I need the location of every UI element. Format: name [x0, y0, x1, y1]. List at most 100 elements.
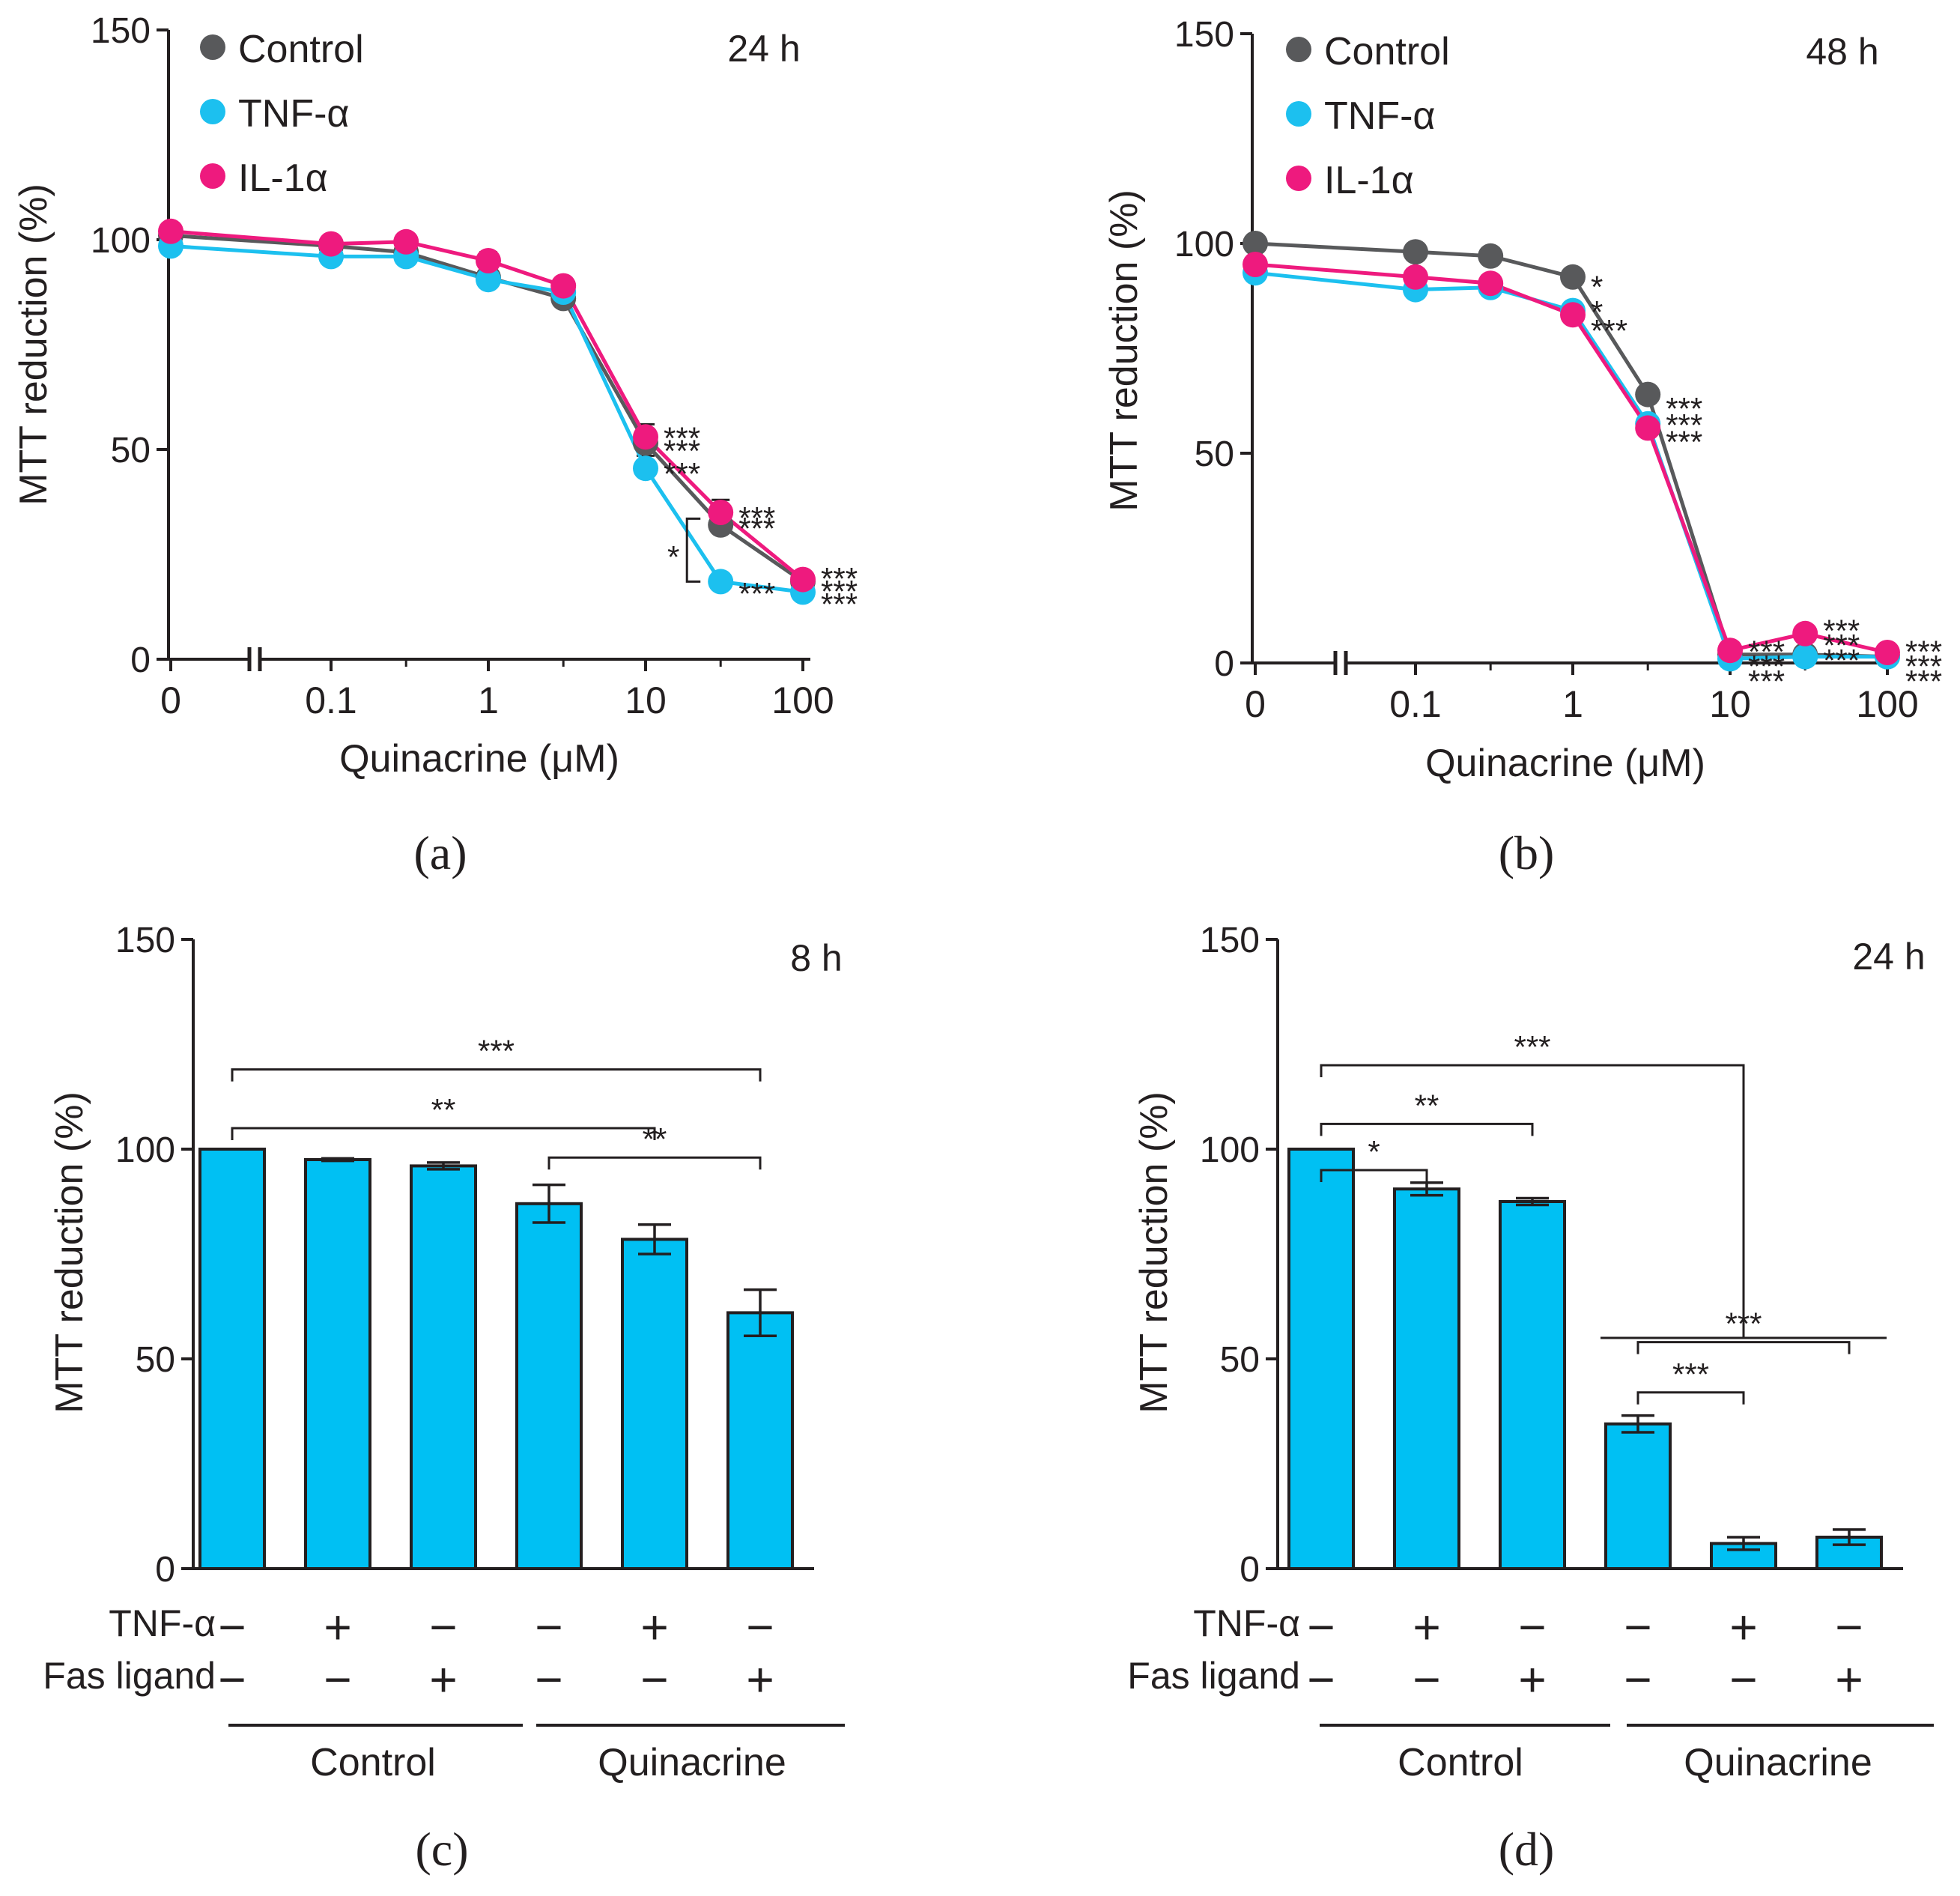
y-tick-label: 50 — [136, 1340, 175, 1380]
significance-annotation: ** — [643, 1121, 667, 1157]
y-tick-label: 0 — [155, 1550, 175, 1590]
significance-annotation: *** — [821, 587, 858, 622]
data-point-IL-1α — [708, 500, 734, 525]
significance-bracket — [547, 1156, 762, 1170]
y-tick-label: 0 — [130, 640, 151, 680]
fas-ligand-sign: − — [324, 1653, 351, 1706]
y-tick-label: 0 — [1214, 644, 1234, 684]
significance-annotation: *** — [664, 421, 700, 456]
panel-c-row-label-fas: Fas ligand — [43, 1655, 216, 1697]
bar — [515, 1202, 583, 1571]
significance-bracket — [1636, 1341, 1851, 1354]
significance-annotation: ** — [1415, 1088, 1439, 1123]
x-tick-label: 100 — [771, 679, 834, 721]
panel-b-ylabel: MTT reduction (%) — [1102, 190, 1146, 512]
y-tick-label: 50 — [1220, 1340, 1260, 1380]
significance-annotation: *** — [1748, 634, 1785, 670]
data-point-IL-1α — [1560, 302, 1586, 328]
data-point-IL-1α — [393, 228, 419, 255]
data-point-IL-1α — [158, 218, 183, 244]
bar — [1604, 1422, 1672, 1571]
significance-annotation: ** — [431, 1092, 456, 1127]
data-point-TNF-α — [633, 455, 658, 482]
fas-ligand-sign: − — [640, 1653, 668, 1706]
panel-c-time-label: 8 h — [790, 937, 843, 979]
bar — [1287, 1148, 1355, 1570]
panel-d-group-quinacrine: Quinacrine — [1684, 1741, 1872, 1784]
bar — [198, 1148, 266, 1570]
significance-bracket — [1636, 1391, 1745, 1405]
panel-c-row-label-tnf: TNF-α — [109, 1602, 216, 1644]
significance-bracket — [1320, 1064, 1745, 1338]
bar — [621, 1238, 688, 1571]
tnf-sign: − — [429, 1600, 457, 1654]
panel-c-ylabel: MTT reduction (%) — [48, 1091, 91, 1414]
data-point-IL-1α — [1403, 264, 1428, 290]
legend-marker-TNF-α — [200, 99, 225, 124]
bar — [726, 1311, 794, 1571]
fas-ligand-sign: − — [1624, 1653, 1651, 1706]
x-tick-label: 100 — [1856, 683, 1918, 725]
bar — [1499, 1200, 1566, 1570]
tnf-sign: + — [640, 1600, 668, 1654]
panel-b-xlabel: Quinacrine (μM) — [1425, 742, 1705, 785]
y-tick-label: 50 — [111, 431, 151, 470]
fas-ligand-sign: − — [1307, 1653, 1335, 1706]
significance-annotation: *** — [1823, 643, 1860, 678]
data-point-TNF-α — [1792, 643, 1818, 670]
legend-marker-IL-1α — [1286, 166, 1311, 191]
significance-annotation: *** — [1725, 1306, 1762, 1342]
significance-annotation: *** — [1591, 313, 1627, 348]
panel-d-time-label: 24 h — [1852, 936, 1925, 978]
legend-entry: Control — [1324, 30, 1450, 73]
y-tick-label: 100 — [115, 1130, 175, 1170]
tnf-sign: − — [746, 1600, 774, 1654]
legend-entry: IL-1α — [1324, 159, 1414, 202]
panel-a-xlabel: Quinacrine (μM) — [339, 737, 619, 781]
significance-annotation: *** — [1666, 408, 1702, 443]
significance-annotation: *** — [664, 433, 700, 468]
fas-ligand-sign: − — [1413, 1653, 1440, 1706]
significance-bracket — [685, 517, 701, 583]
y-tick-label: 150 — [115, 921, 175, 960]
y-tick-label: 150 — [1174, 15, 1234, 55]
y-tick-label: 50 — [1195, 434, 1234, 474]
data-point-IL-1α — [550, 273, 577, 299]
legend-marker-IL-1α — [200, 163, 225, 189]
y-tick-label: 150 — [1200, 921, 1260, 960]
x-tick-label: 0 — [160, 679, 181, 721]
legend-entry: TNF-α — [238, 92, 349, 136]
fas-ligand-sign: + — [746, 1653, 774, 1706]
data-point-IL-1α — [1635, 415, 1661, 441]
x-tick-label: 0.1 — [1389, 683, 1442, 725]
x-tick-label: 0 — [1245, 683, 1266, 725]
significance-bracket — [1320, 1169, 1428, 1182]
bar — [410, 1164, 477, 1570]
panel-c-bar-chart: (c) 8 h MTT reduction (%) TNF-α Fas liga… — [43, 921, 845, 1876]
significance-annotation: * — [667, 539, 679, 575]
panel-a-label: (a) — [413, 826, 467, 879]
fas-ligand-sign: − — [1729, 1653, 1757, 1706]
fas-ligand-sign: + — [1835, 1653, 1863, 1706]
tnf-sign: − — [1518, 1600, 1546, 1654]
panel-a-line-chart: (a) 24 h Quinacrine (μM) MTT reduction (… — [12, 11, 858, 879]
legend-entry: IL-1α — [238, 157, 328, 200]
fas-ligand-sign: − — [535, 1653, 562, 1706]
tnf-sign: − — [1624, 1600, 1651, 1654]
bar — [1393, 1187, 1460, 1570]
x-tick-label: 10 — [1709, 683, 1751, 725]
significance-annotation: *** — [1672, 1357, 1709, 1392]
data-point-IL-1α — [318, 231, 344, 257]
significance-annotation: *** — [821, 561, 858, 596]
panel-d-row-label-tnf: TNF-α — [1193, 1602, 1300, 1644]
data-point-IL-1α — [633, 424, 658, 450]
significance-annotation: *** — [738, 511, 775, 546]
data-point-IL-1α — [1243, 252, 1268, 277]
tnf-sign: − — [218, 1600, 246, 1654]
significance-annotation: *** — [1905, 664, 1942, 699]
data-point-IL-1α — [1717, 637, 1743, 664]
significance-annotation: *** — [1905, 634, 1942, 670]
panel-d-row-label-fas: Fas ligand — [1127, 1655, 1300, 1697]
significance-annotation: *** — [1823, 614, 1860, 649]
